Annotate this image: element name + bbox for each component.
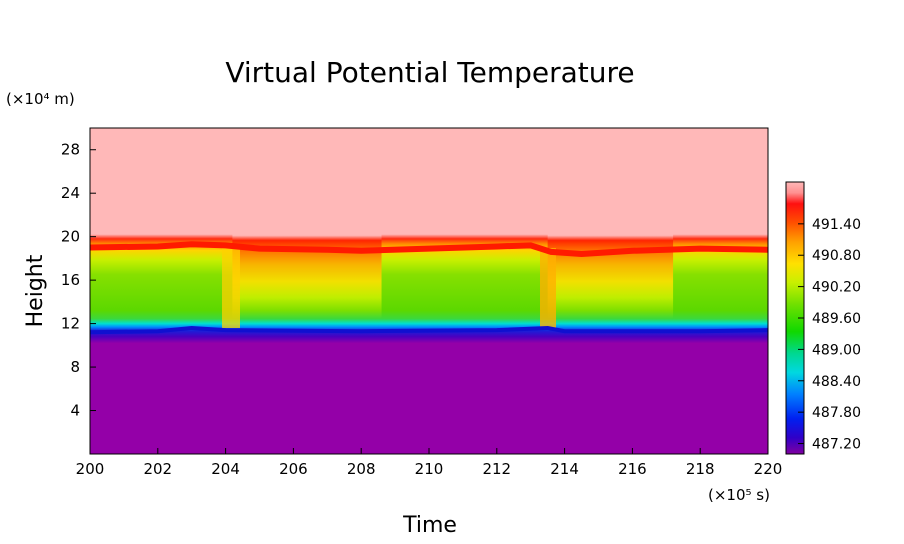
y-tick-label: 28	[61, 141, 80, 159]
x-tick-label: 206	[279, 460, 308, 478]
layer-base-line	[90, 325, 768, 335]
x-tick-label: 200	[76, 460, 105, 478]
chart-title: Virtual Potential Temperature	[225, 56, 634, 89]
colorbar-tick-label: 490.20	[812, 280, 861, 296]
transition-band-213	[540, 248, 556, 328]
colorbar-tick-label: 491.40	[812, 217, 861, 233]
colorbar-tick-label: 487.20	[812, 437, 861, 453]
transition-band-204	[222, 248, 240, 328]
inversion-line	[90, 241, 768, 258]
x-tick-label: 220	[754, 460, 783, 478]
colorbar-ticks: 487.20 487.80 488.40 489.00 489.60 490.20 490.…	[798, 217, 861, 453]
colorbar-tick-label: 488.40	[812, 374, 861, 390]
colorbar-tick-label: 489.00	[812, 342, 861, 358]
warm-band	[547, 128, 674, 454]
colorbar: 487.20 487.80 488.40 489.00 489.60 490.20 490.…	[785, 181, 861, 455]
x-tick-label: 208	[347, 460, 376, 478]
colorbar-tick-label: 490.80	[812, 248, 861, 264]
y-axis: 4 8 12 16 20 24 28	[61, 141, 96, 420]
colorbar-tick-label: 489.60	[812, 311, 861, 327]
x-tick-label: 216	[618, 460, 647, 478]
x-tick-label: 202	[143, 460, 172, 478]
y-tick-label: 16	[61, 271, 80, 289]
x-unit-label: (×10⁵ s)	[708, 486, 770, 504]
x-tick-label: 214	[550, 460, 579, 478]
x-axis-label: Time	[402, 513, 457, 538]
x-tick-label: 204	[211, 460, 240, 478]
plot-area	[90, 128, 768, 454]
x-tick-label: 210	[415, 460, 444, 478]
warm-bands	[232, 128, 674, 454]
y-tick-label: 12	[61, 315, 80, 333]
y-unit-label: (×10⁴ m)	[6, 90, 75, 108]
y-tick-label: 20	[61, 228, 80, 246]
x-tick-label: 218	[686, 460, 715, 478]
colorbar-tick-label: 487.80	[812, 405, 861, 421]
y-axis-label: Height	[23, 254, 48, 327]
x-axis: 200 202 204 206 208 210 212 214 216 218 220	[76, 448, 783, 478]
x-tick-label: 212	[482, 460, 511, 478]
warm-band	[232, 128, 382, 454]
y-tick-label: 8	[70, 358, 80, 376]
y-tick-label: 24	[61, 184, 80, 202]
y-tick-label: 4	[70, 402, 80, 420]
